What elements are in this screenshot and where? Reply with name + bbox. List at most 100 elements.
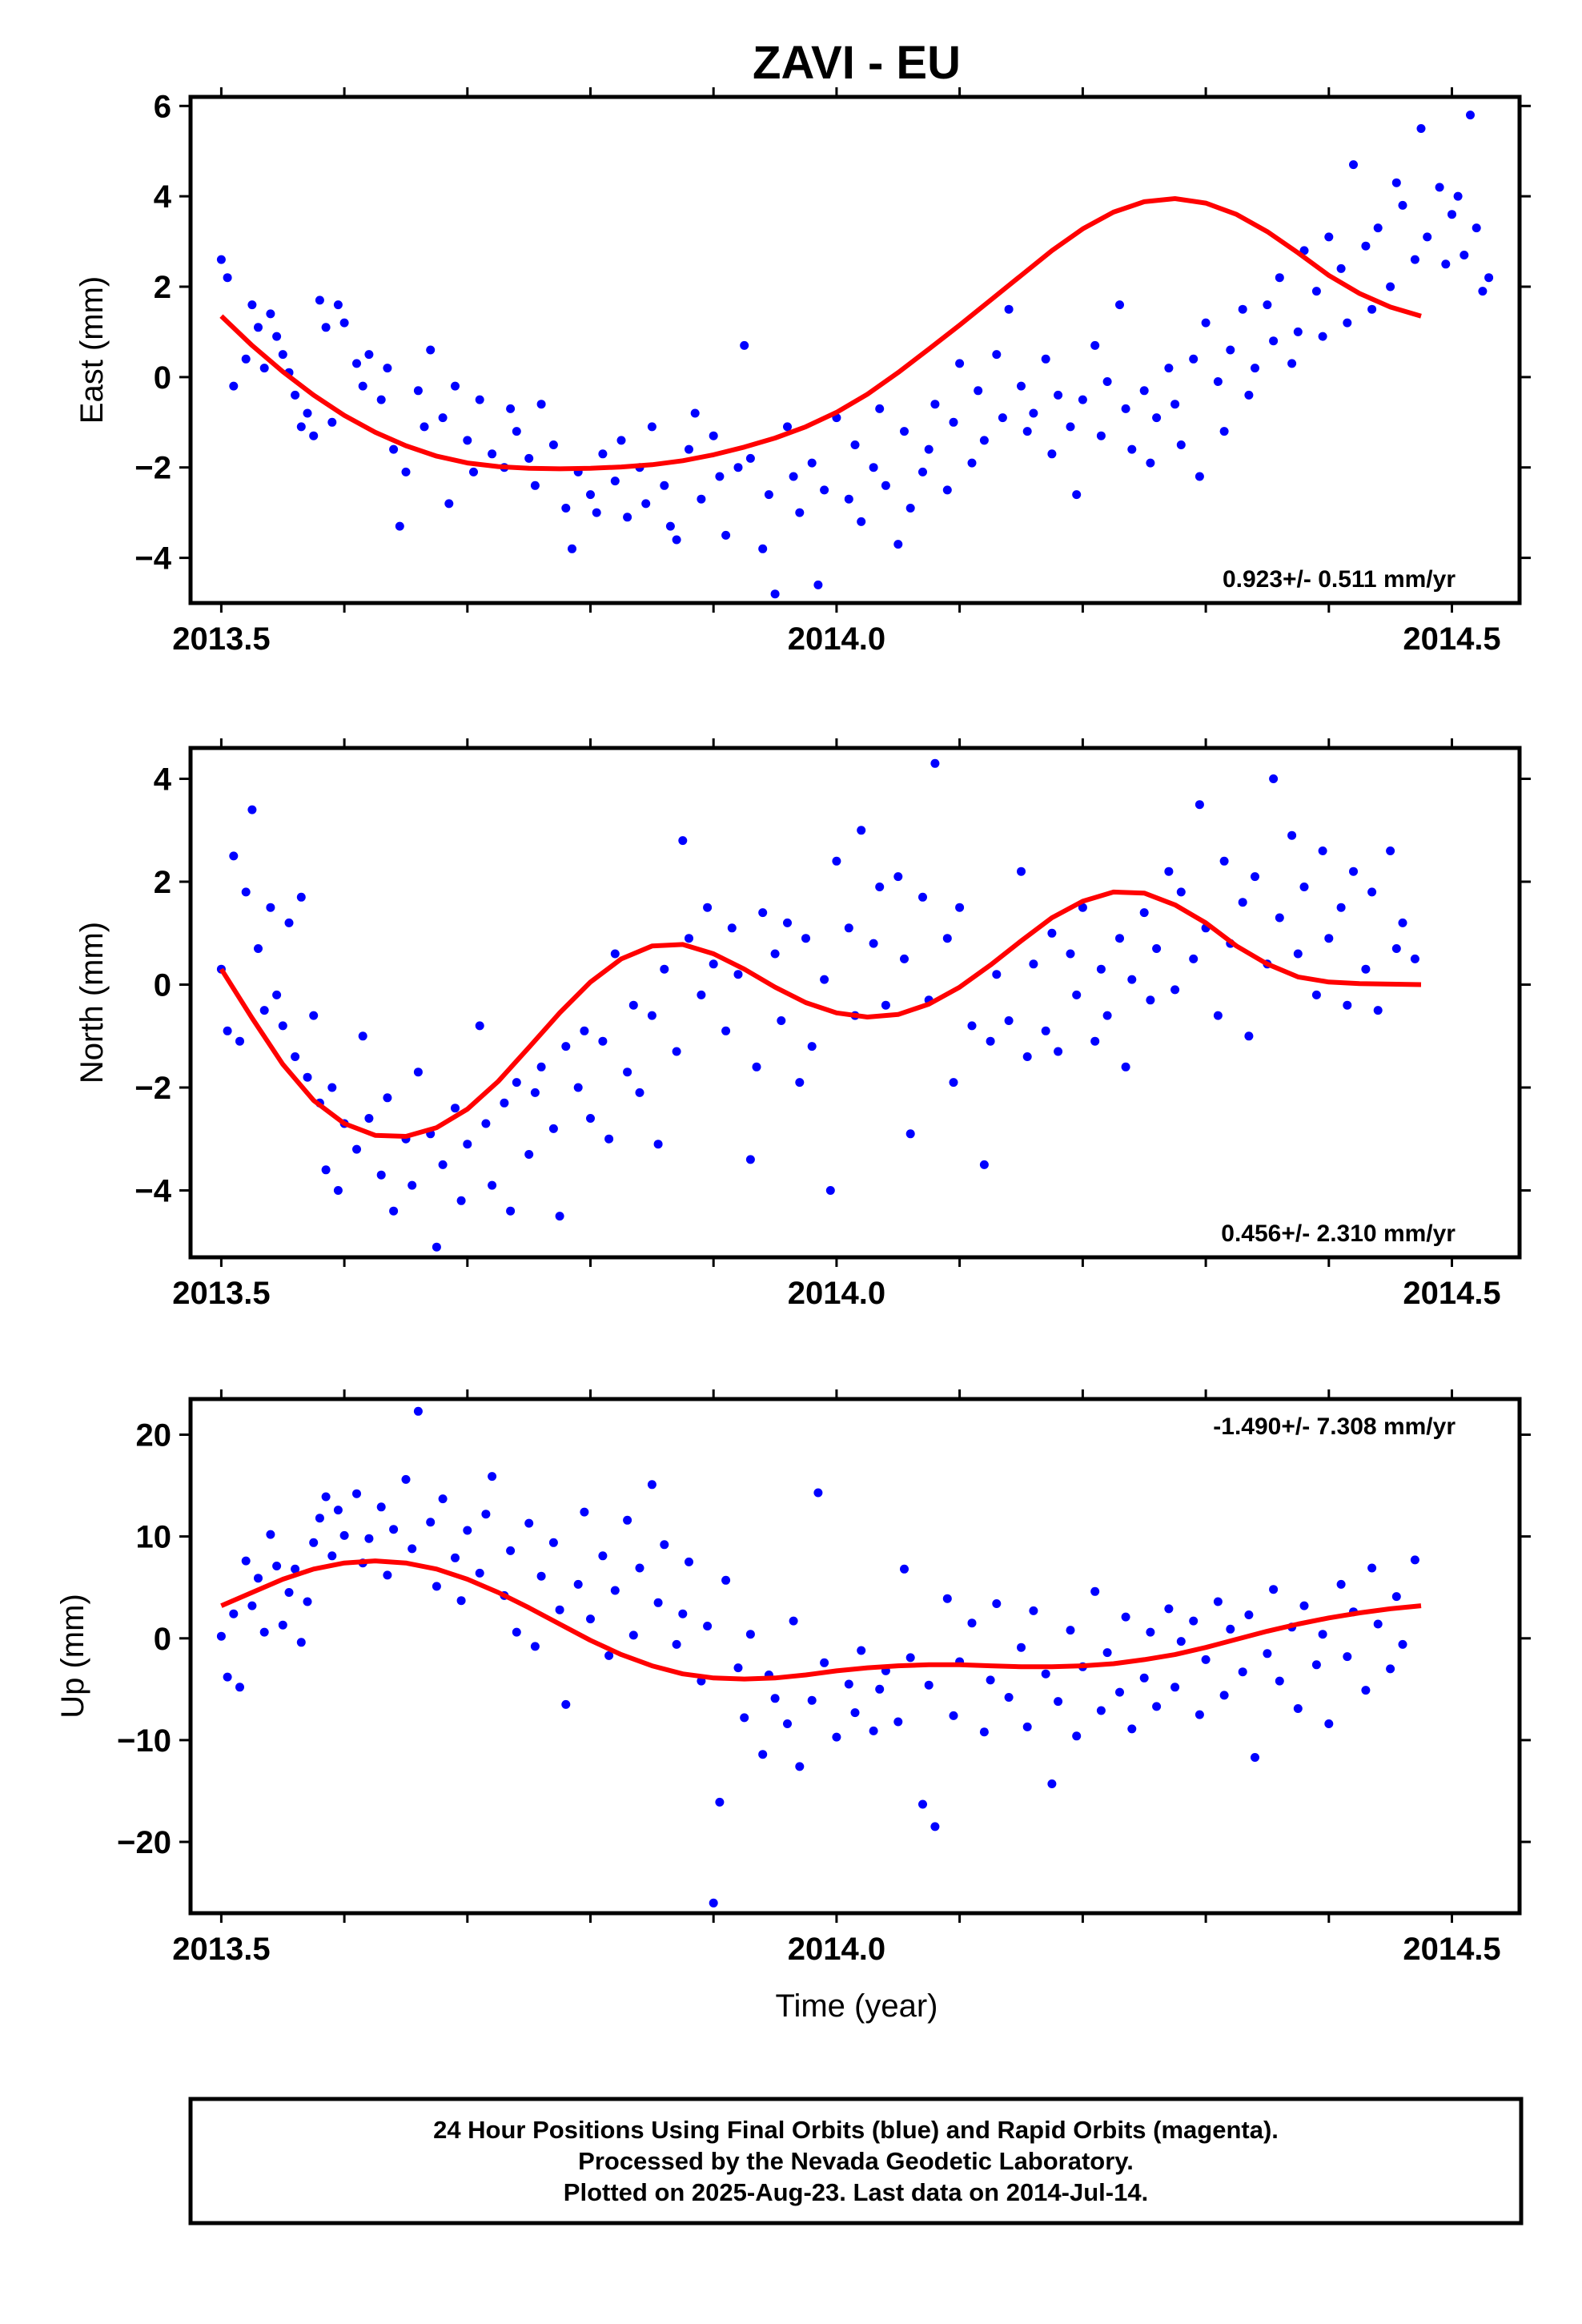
up-data-point	[1361, 1686, 1371, 1695]
east-data-point	[641, 499, 651, 509]
up-data-point	[1047, 1779, 1057, 1788]
north-data-point	[284, 918, 294, 927]
north-data-point	[893, 872, 903, 882]
up-data-point	[721, 1575, 731, 1585]
footer-line-2: Processed by the Nevada Geodetic Laborat…	[578, 2147, 1134, 2175]
north-x-tick-label: 2014.5	[1403, 1276, 1500, 1311]
north-data-point	[685, 934, 693, 943]
north-data-point	[783, 918, 792, 927]
east-data-point	[327, 417, 337, 427]
north-y-tick-label: 0	[154, 968, 171, 1003]
north-data-point	[1170, 985, 1180, 995]
north-data-point	[758, 908, 768, 918]
up-data-point	[1398, 1639, 1407, 1649]
up-data-point	[900, 1564, 909, 1574]
up-data-point	[1054, 1697, 1063, 1707]
north-data-point	[229, 851, 239, 861]
up-data-point	[1139, 1673, 1149, 1683]
east-data-point	[1343, 318, 1352, 328]
up-data-point	[949, 1711, 958, 1720]
east-data-point	[376, 395, 386, 404]
east-data-point	[469, 467, 478, 476]
up-data-point	[548, 1538, 558, 1547]
up-data-point	[1226, 1624, 1235, 1634]
east-plot-frame	[188, 94, 1522, 605]
north-data-point	[955, 903, 965, 912]
north-data-point	[1299, 883, 1309, 891]
north-data-point	[635, 1088, 644, 1097]
north-data-point	[352, 1144, 361, 1154]
up-data-point	[1386, 1664, 1395, 1674]
east-data-point	[1484, 273, 1494, 283]
up-data-point	[530, 1642, 540, 1651]
north-data-point	[530, 1088, 540, 1097]
up-data-point	[488, 1472, 497, 1482]
east-data-point	[512, 427, 521, 436]
up-data-point	[376, 1502, 386, 1512]
east-data-point	[296, 422, 306, 432]
north-data-point	[438, 1160, 448, 1169]
north-data-point	[1121, 1062, 1130, 1072]
up-data-point	[924, 1680, 934, 1690]
north-data-point	[1386, 846, 1395, 855]
east-data-point	[942, 485, 952, 495]
east-data-point	[740, 340, 749, 350]
up-data-point	[1195, 1710, 1204, 1719]
east-data-point	[1219, 427, 1229, 436]
north-data-point	[918, 892, 927, 902]
up-data-point	[1219, 1691, 1229, 1700]
up-data-point	[740, 1713, 749, 1723]
north-data-point	[1391, 944, 1401, 953]
north-data-point	[548, 1124, 558, 1133]
north-data-point	[986, 1036, 995, 1046]
north-data-point	[697, 990, 706, 999]
east-data-point	[992, 350, 1002, 360]
east-data-point	[1416, 124, 1426, 133]
north-data-point	[1004, 1016, 1014, 1025]
east-data-point	[875, 404, 885, 413]
north-data-point	[296, 892, 306, 902]
east-data-point	[690, 408, 700, 418]
east-data-point	[488, 449, 497, 459]
east-y-axis-label: East (mm)	[74, 276, 110, 424]
north-data-point	[1127, 975, 1137, 984]
up-data-point	[770, 1694, 780, 1703]
north-data-point	[1219, 856, 1229, 866]
north-data-point	[647, 1011, 656, 1020]
east-data-point	[758, 544, 768, 553]
east-data-point	[1146, 458, 1155, 468]
up-y-tick-label: 10	[136, 1520, 172, 1555]
north-data-point	[1176, 887, 1186, 897]
east-y-tick-label: −2	[135, 451, 171, 486]
east-data-point	[223, 273, 232, 283]
east-data-point	[451, 381, 460, 391]
east-data-point	[789, 472, 798, 481]
north-data-point	[580, 1026, 589, 1035]
north-data-point	[653, 1140, 663, 1149]
east-data-point	[893, 540, 903, 549]
east-data-point	[321, 323, 331, 332]
east-data-point	[1238, 304, 1247, 314]
up-data-point	[408, 1544, 417, 1554]
north-data-point	[278, 1021, 287, 1031]
east-data-point	[1127, 444, 1137, 454]
east-x-tick-label: 2013.5	[172, 621, 270, 657]
north-data-point	[1066, 949, 1075, 959]
up-data-point	[1213, 1597, 1223, 1606]
east-data-point	[1121, 404, 1130, 413]
north-data-point	[930, 758, 940, 768]
east-data-point	[254, 323, 263, 332]
east-data-point	[259, 364, 269, 373]
north-x-tick-label: 2013.5	[172, 1276, 270, 1311]
east-data-point	[930, 400, 940, 409]
up-y-tick-label: 20	[136, 1418, 172, 1454]
north-data-point	[795, 1078, 805, 1088]
up-data-point	[992, 1599, 1002, 1608]
north-data-point	[610, 949, 620, 959]
east-data-point	[1386, 282, 1395, 292]
north-y-tick-label: −4	[135, 1174, 171, 1209]
north-data-point	[709, 959, 718, 969]
figure-title: ZAVI - EU	[753, 37, 961, 89]
east-data-point	[315, 296, 324, 305]
east-data-point	[820, 485, 829, 495]
